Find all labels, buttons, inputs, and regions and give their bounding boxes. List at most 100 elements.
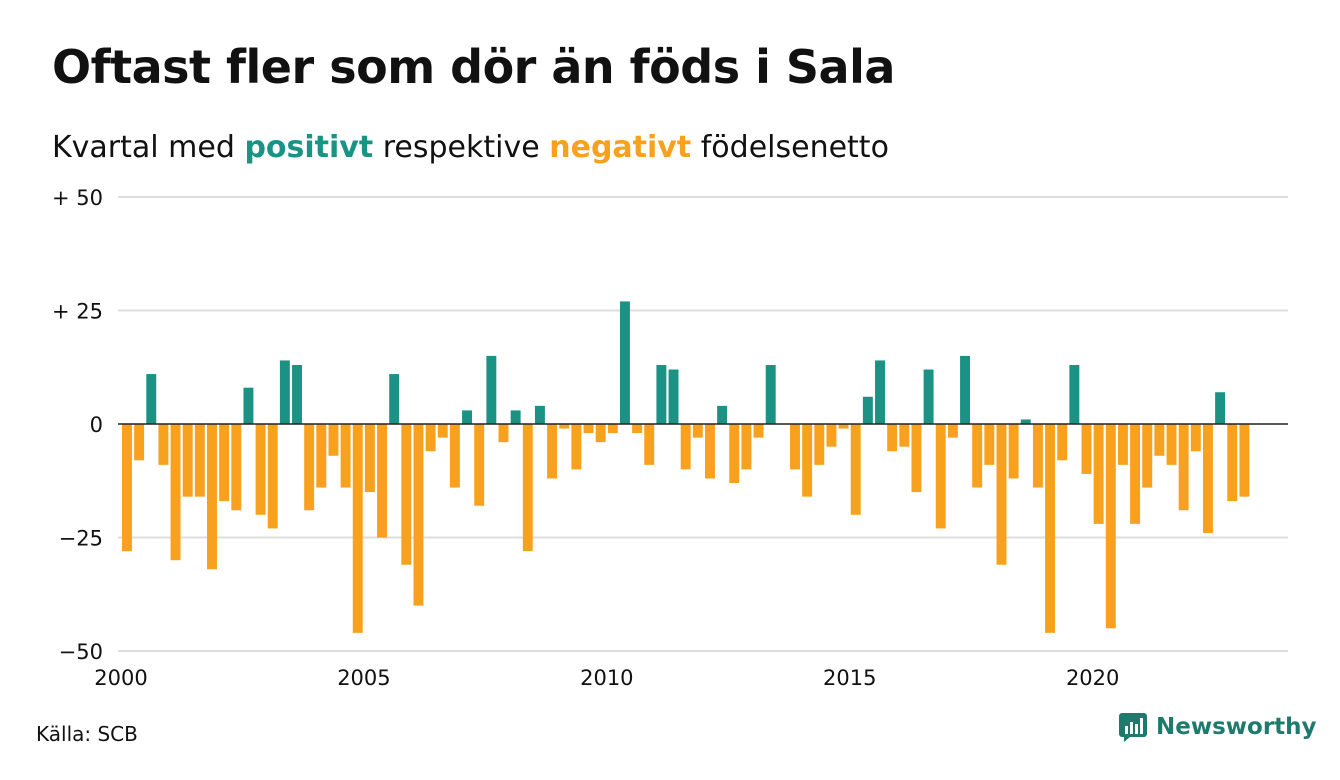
y-tick-label: −25 (59, 527, 103, 551)
y-axis-tick-labels: + 50 + 25 0 −25 −50 (52, 186, 103, 664)
bar-negative (984, 424, 995, 465)
bar-positive (1020, 419, 1031, 424)
bar-negative (231, 424, 242, 511)
bar-negative (996, 424, 1007, 565)
subtitle-middle: respektive (382, 130, 540, 165)
bar-negative (1105, 424, 1116, 629)
bar-negative (425, 424, 436, 452)
bar-negative (364, 424, 375, 493)
bar-negative (1178, 424, 1189, 511)
bar-positive (292, 364, 302, 424)
bar-negative (316, 424, 327, 488)
bar-positive (619, 301, 630, 424)
bar-negative (1190, 424, 1201, 452)
y-tick-label: −50 (59, 640, 103, 664)
bar-negative (1057, 424, 1068, 461)
x-tick-label: 2020 (1066, 666, 1119, 690)
subtitle-suffix: födelsenetto (700, 130, 889, 165)
x-tick-label: 2010 (580, 666, 633, 690)
bar-negative (207, 424, 217, 570)
bar-positive (668, 369, 679, 424)
chart-title: Oftast fler som dör än föds i Sala (52, 40, 895, 94)
y-tick-label: + 25 (52, 300, 103, 324)
bar-negative (474, 424, 485, 506)
subtitle-negative-word: negativt (549, 130, 692, 165)
bar-negative (1154, 424, 1165, 456)
bar-negative (498, 424, 509, 443)
bar-negative (1130, 424, 1141, 524)
bar-positive (389, 374, 400, 424)
bar-positive (862, 396, 873, 424)
newsworthy-brand: Newsworthy (1118, 712, 1317, 742)
bar-negative (158, 424, 169, 465)
bar-negative (559, 424, 570, 429)
bar-negative (1166, 424, 1177, 465)
bar-negative (644, 424, 655, 465)
bar-negative (413, 424, 424, 606)
bars (122, 301, 1250, 633)
bar-positive (510, 410, 521, 424)
y-tick-label: + 50 (52, 186, 103, 210)
bar-positive (146, 374, 157, 424)
x-tick-label: 2000 (94, 666, 147, 690)
bar-negative (850, 424, 861, 515)
x-tick-label: 2015 (823, 666, 876, 690)
grid-lines (118, 196, 1288, 652)
bar-negative (194, 424, 205, 497)
bar-negative (826, 424, 837, 447)
subtitle-prefix: Kvartal med (52, 130, 235, 165)
bar-positive (243, 387, 254, 424)
brand-name: Newsworthy (1156, 714, 1317, 740)
bar-negative (377, 424, 388, 538)
bar-negative (1227, 424, 1238, 502)
x-axis-tick-labels: 2000 2005 2010 2015 2020 (94, 666, 1119, 690)
bar-positive (717, 405, 728, 424)
bar-negative (947, 424, 958, 438)
bar-negative (219, 424, 230, 502)
bar-negative (692, 424, 703, 438)
bar-negative (522, 424, 533, 552)
newsworthy-logo-icon (1119, 713, 1147, 742)
bar-negative (632, 424, 643, 434)
bar-negative (802, 424, 813, 497)
bar-negative (583, 424, 594, 434)
bar-negative (972, 424, 983, 488)
bar-positive (875, 360, 885, 424)
bar-negative (340, 424, 351, 488)
bar-negative (547, 424, 558, 479)
bar-positive (656, 364, 667, 424)
bar-negative (437, 424, 448, 438)
bar-negative (741, 424, 752, 470)
bar-positive (765, 364, 776, 424)
bar-negative (887, 424, 898, 452)
bar-positive (923, 369, 934, 424)
bar-positive (1069, 364, 1080, 424)
bar-negative (790, 424, 800, 470)
bar-positive (960, 355, 971, 424)
bar-negative (935, 424, 946, 529)
bar-negative (449, 424, 460, 488)
bar-negative (705, 424, 715, 479)
bar-negative (1117, 424, 1128, 465)
bar-negative (753, 424, 764, 438)
bar-negative (814, 424, 825, 465)
bar-negative (899, 424, 910, 447)
bar-negative (1239, 424, 1250, 497)
bar-negative (170, 424, 181, 561)
bar-negative (134, 424, 145, 461)
bar-negative (911, 424, 922, 493)
bar-negative (1008, 424, 1019, 479)
bar-positive (486, 355, 497, 424)
bar-negative (1142, 424, 1153, 488)
bar-negative (838, 424, 849, 429)
bar-negative (607, 424, 618, 434)
bar-negative (352, 424, 363, 633)
bar-positive (279, 360, 290, 424)
bar-positive (1215, 392, 1226, 424)
bar-negative (182, 424, 193, 497)
bar-negative (571, 424, 582, 470)
bar-positive (462, 410, 473, 424)
bar-negative (1202, 424, 1213, 533)
bar-negative (255, 424, 266, 515)
